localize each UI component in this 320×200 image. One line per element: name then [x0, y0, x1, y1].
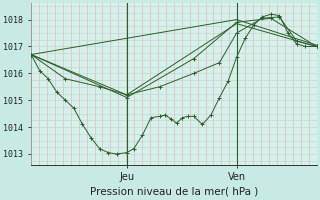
X-axis label: Pression niveau de la mer( hPa ): Pression niveau de la mer( hPa )	[90, 187, 258, 197]
